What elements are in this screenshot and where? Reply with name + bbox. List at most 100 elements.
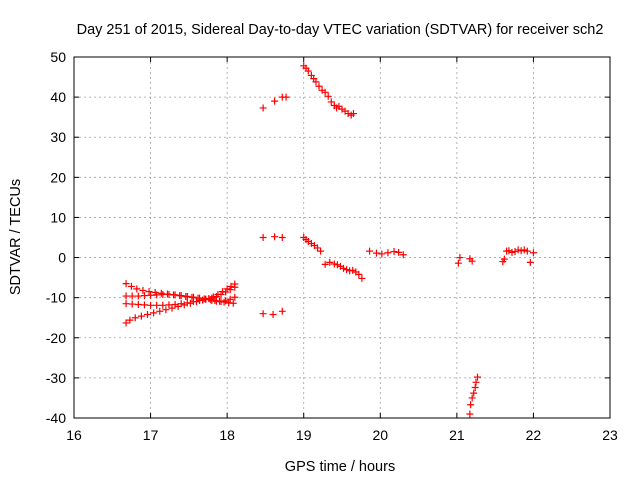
data-point (140, 301, 148, 309)
data-point (122, 280, 130, 288)
data-point (349, 266, 357, 274)
y-tick-label: -20 (46, 330, 66, 346)
data-point (259, 104, 267, 112)
x-tick-label: 17 (143, 427, 159, 443)
data-point (500, 255, 508, 263)
data-point (171, 291, 179, 299)
x-tick-label: 23 (602, 427, 618, 443)
data-point (326, 258, 334, 266)
x-tick-label: 21 (449, 427, 465, 443)
data-point (321, 88, 329, 96)
data-point (177, 292, 185, 300)
y-tick-label: 10 (50, 209, 66, 225)
data-point (384, 249, 392, 257)
data-point (145, 288, 153, 296)
data-point (313, 244, 321, 252)
data-point (157, 289, 165, 297)
data-point (505, 247, 513, 255)
data-point (159, 290, 167, 298)
data-point (472, 378, 480, 386)
data-point (153, 291, 161, 299)
data-point (321, 260, 329, 268)
x-tick-label: 18 (219, 427, 235, 443)
data-point (278, 307, 286, 315)
data-point (229, 299, 237, 307)
data-point (355, 270, 363, 278)
x-axis-label: GPS time / hours (285, 459, 395, 475)
data-point (128, 292, 136, 300)
data-point (231, 293, 239, 301)
data-point (399, 251, 407, 259)
data-point (467, 401, 475, 409)
data-point (333, 261, 341, 269)
data-point (122, 300, 130, 308)
data-point (133, 285, 141, 293)
data-point (474, 373, 482, 381)
data-point (177, 300, 185, 308)
data-point (156, 307, 164, 315)
y-tick-label: 30 (50, 129, 66, 145)
data-point (471, 384, 479, 392)
data-point (171, 300, 179, 308)
data-point (165, 301, 173, 309)
data-point (162, 306, 170, 314)
data-point (159, 301, 167, 309)
data-point (226, 295, 234, 303)
data-point (223, 285, 231, 293)
data-point (147, 301, 155, 309)
data-point (222, 288, 230, 296)
y-tick-label: -10 (46, 290, 66, 306)
data-point (454, 259, 462, 267)
plot-frame (73, 56, 611, 419)
x-tick-label: 16 (66, 427, 82, 443)
data-point (470, 389, 478, 397)
data-points (122, 62, 537, 418)
data-point (312, 78, 320, 86)
data-point (378, 250, 386, 258)
data-point (126, 316, 134, 324)
data-point (330, 260, 338, 268)
data-point (183, 299, 191, 307)
data-point (529, 249, 537, 257)
data-point (395, 248, 403, 256)
y-tick-label: 0 (58, 250, 66, 266)
data-point (271, 97, 279, 105)
data-point (202, 295, 210, 303)
data-point (349, 110, 357, 118)
data-point (315, 82, 323, 90)
data-point (526, 258, 534, 266)
data-point (131, 314, 139, 322)
y-tick-label: -40 (46, 410, 66, 426)
data-point (340, 264, 348, 272)
data-point (282, 93, 290, 101)
y-tick-label: -30 (46, 370, 66, 386)
data-point (511, 248, 519, 256)
data-point (271, 233, 279, 241)
y-tick-label: 40 (50, 89, 66, 105)
data-point (139, 286, 147, 294)
data-point (140, 292, 148, 300)
x-tick-label: 20 (372, 427, 388, 443)
data-point (514, 246, 522, 254)
data-point (196, 294, 204, 302)
data-point (468, 257, 476, 265)
data-point (259, 310, 267, 318)
data-point (372, 249, 380, 257)
data-point (231, 283, 239, 291)
data-point (304, 67, 312, 75)
data-point (517, 247, 525, 255)
data-point (150, 309, 158, 317)
data-point (324, 92, 332, 100)
data-point (226, 286, 234, 294)
data-point (278, 234, 286, 241)
data-point (165, 290, 173, 298)
data-point (327, 98, 335, 106)
data-point (259, 234, 267, 241)
data-point (227, 282, 235, 290)
data-point (183, 292, 191, 300)
y-tick-label: 20 (50, 169, 66, 185)
data-point (153, 301, 161, 309)
data-point (168, 304, 176, 312)
